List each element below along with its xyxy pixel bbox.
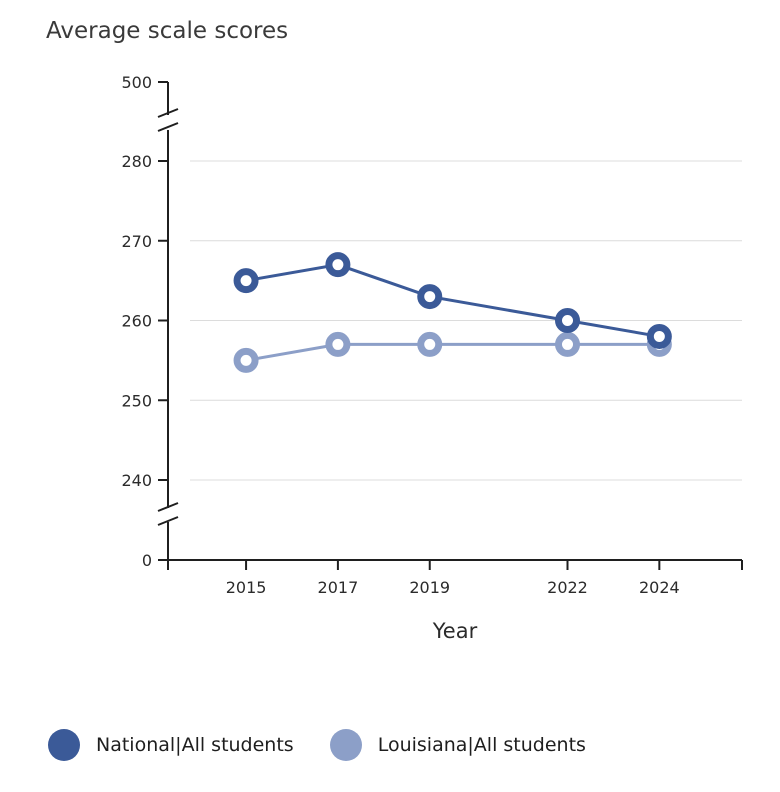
x-tick-label-2017: 2017 (318, 578, 359, 597)
point-louisiana-2022 (555, 331, 581, 357)
series-line-national (245, 263, 660, 338)
legend-item-national[interactable]: National|All students (48, 729, 294, 761)
y-axis-break-lower-a (157, 502, 179, 512)
point-national-2019 (417, 284, 443, 310)
y-tick-label-260: 260 (121, 312, 152, 331)
x-tick-label-2015: 2015 (226, 578, 267, 597)
series-line-louisiana (245, 342, 660, 362)
x-tick-label-2024: 2024 (639, 578, 680, 597)
point-louisiana-2017 (325, 331, 351, 357)
y-tick-label-280: 280 (121, 152, 152, 171)
y-tick-label-500: 500 (121, 73, 152, 92)
legend: National|All students Louisiana|All stud… (48, 729, 622, 761)
legend-label-national: National|All students (96, 734, 294, 756)
legend-label-louisiana: Louisiana|All students (377, 734, 586, 756)
x-axis-title: Year (432, 619, 478, 643)
tick-labels: 500 280 270 260 250 240 0 2015 2017 2019 2022 2024 (121, 73, 679, 597)
point-national-2022 (555, 308, 581, 333)
y-tick-label-250: 250 (121, 391, 152, 410)
series-louisiana (233, 331, 672, 373)
x-tick-label-2022: 2022 (547, 578, 588, 597)
x-tick-label-2019: 2019 (409, 578, 450, 597)
legend-item-louisiana[interactable]: Louisiana|All students (329, 729, 586, 761)
point-national-2017 (325, 252, 351, 278)
chart-title: Average scale scores (46, 18, 289, 44)
legend-swatch-louisiana (329, 729, 362, 761)
y-tick-label-240: 240 (121, 471, 152, 490)
series-national (233, 252, 672, 349)
point-louisiana-2019 (417, 331, 443, 357)
y-tick-label-270: 270 (121, 232, 152, 251)
point-national-2015 (233, 268, 259, 294)
series-group (233, 252, 672, 373)
point-louisiana-2015 (233, 347, 259, 373)
gridlines (190, 160, 742, 481)
y-axis-break-upper-b (157, 122, 179, 132)
y-tick-label-0: 0 (142, 551, 152, 570)
point-national-2024 (646, 323, 672, 349)
legend-swatch-national (48, 729, 80, 761)
axes (157, 81, 743, 570)
y-axis-break-upper-a (157, 108, 179, 118)
y-axis-break-lower-b (157, 516, 179, 526)
